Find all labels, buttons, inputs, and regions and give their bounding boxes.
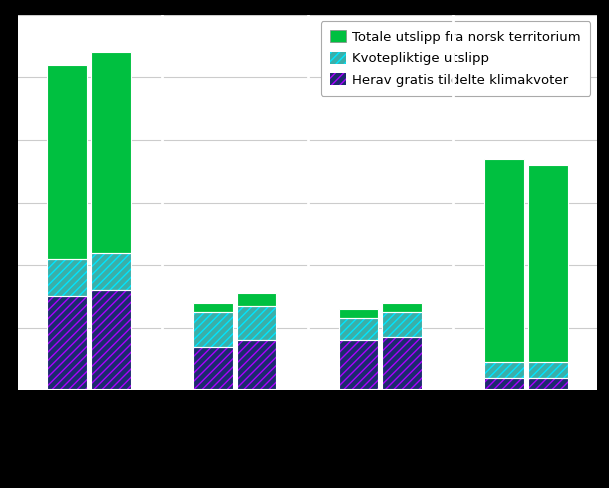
Bar	[484, 159, 524, 362]
Bar	[193, 346, 233, 390]
Bar	[91, 290, 131, 390]
Bar	[48, 65, 87, 259]
Bar	[193, 312, 233, 346]
Bar	[484, 378, 524, 390]
Bar	[193, 346, 233, 390]
Bar	[237, 340, 276, 390]
Bar	[484, 378, 524, 390]
Bar	[48, 259, 87, 296]
Bar	[91, 253, 131, 290]
Bar	[237, 293, 276, 306]
Bar	[484, 362, 524, 378]
Bar	[528, 362, 568, 378]
Bar	[48, 259, 87, 296]
Bar	[91, 52, 131, 253]
Bar	[193, 312, 233, 346]
Bar	[339, 318, 378, 340]
Bar	[528, 362, 568, 378]
Legend: Totale utslipp fra norsk territorium, Kvotepliktige utslipp, Herav gratis tildel: Totale utslipp fra norsk territorium, Kv…	[321, 21, 590, 96]
Bar	[528, 378, 568, 390]
Bar	[339, 309, 378, 318]
Bar	[48, 296, 87, 390]
Bar	[339, 340, 378, 390]
Bar	[48, 296, 87, 390]
Bar	[382, 337, 422, 390]
Bar	[339, 318, 378, 340]
Bar	[237, 306, 276, 340]
Bar	[237, 340, 276, 390]
Bar	[91, 290, 131, 390]
Bar	[382, 337, 422, 390]
Bar	[382, 312, 422, 337]
Bar	[382, 303, 422, 312]
Bar	[339, 340, 378, 390]
Bar	[91, 253, 131, 290]
Bar	[237, 306, 276, 340]
Bar	[528, 378, 568, 390]
Bar	[193, 303, 233, 312]
Bar	[382, 312, 422, 337]
Bar	[528, 165, 568, 362]
Bar	[484, 362, 524, 378]
